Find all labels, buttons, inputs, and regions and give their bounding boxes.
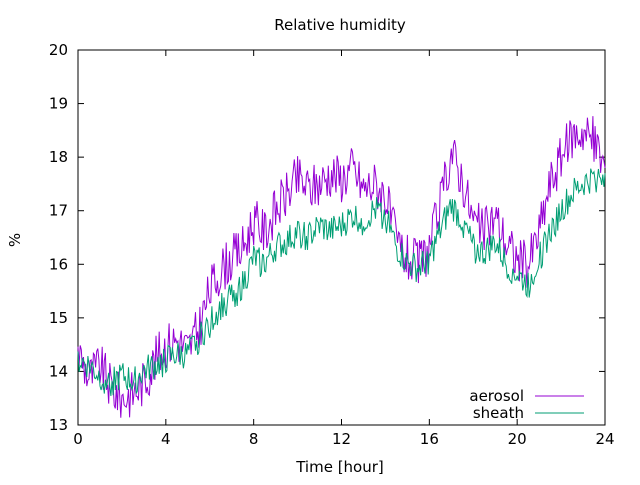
y-tick-label: 15 [49, 309, 68, 327]
y-tick-label: 20 [49, 41, 68, 59]
y-tick-label: 13 [49, 416, 68, 434]
x-tick-label: 20 [508, 430, 527, 448]
y-axis: 13 14 15 16 17 18 19 20 [49, 41, 605, 434]
legend-label-aerosol: aerosol [469, 387, 524, 405]
x-tick-label: 4 [161, 430, 171, 448]
series-line-sheath [77, 168, 606, 397]
x-axis-title: Time [hour] [295, 458, 384, 476]
x-tick-label: 24 [595, 430, 614, 448]
y-tick-label: 17 [49, 202, 68, 220]
series-layer [77, 116, 606, 418]
y-axis-title: % [6, 233, 24, 247]
x-tick-label: 16 [420, 430, 439, 448]
y-tick-label: 16 [49, 255, 68, 273]
x-tick-label: 0 [73, 430, 83, 448]
y-tick-label: 19 [49, 95, 68, 113]
y-tick-label: 14 [49, 362, 68, 380]
x-tick-label: 12 [332, 430, 351, 448]
y-tick-label: 18 [49, 148, 68, 166]
legend-label-sheath: sheath [473, 404, 524, 422]
chart-title: Relative humidity [274, 16, 406, 34]
x-tick-label: 8 [249, 430, 259, 448]
x-axis: 0 4 8 12 16 20 24 [73, 50, 615, 448]
